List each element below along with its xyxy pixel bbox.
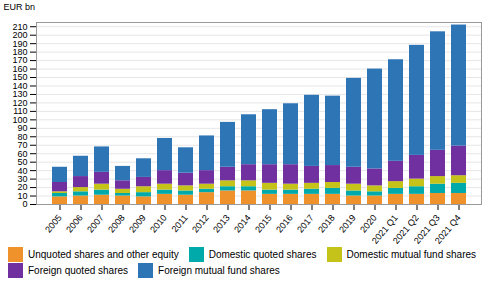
svg-text:10: 10 [17,190,28,201]
svg-text:2021 Q3: 2021 Q3 [411,212,442,246]
html-text:Domestic mutual fund shares: Domestic mutual fund shares [346,248,476,260]
html-text:Foreign quoted shares: Foreign quoted shares [28,265,129,277]
svg-text:200: 200 [12,30,28,41]
svg-text:2016: 2016 [274,213,295,235]
svg-text:150: 150 [12,72,28,83]
svg-text:2021 Q4: 2021 Q4 [433,213,463,246]
svg-text:60: 60 [17,148,28,159]
svg-text:80: 80 [17,131,28,142]
svg-text:50: 50 [17,157,28,168]
svg-text:2012: 2012 [190,213,211,235]
svg-text:140: 140 [12,80,28,91]
svg-text:2015: 2015 [253,213,274,235]
svg-text:2011: 2011 [170,213,190,234]
svg-text:20: 20 [17,182,28,193]
svg-text:2005: 2005 [43,213,64,235]
svg-text:2009: 2009 [127,213,148,235]
svg-text:30: 30 [17,174,28,184]
svg-text:2021 Q1: 2021 Q1 [369,212,400,246]
svg-text:120: 120 [12,97,28,108]
svg-text:2019: 2019 [337,213,358,235]
svg-text:160: 160 [12,63,28,74]
svg-text:210: 210 [12,22,27,32]
svg-text:2017: 2017 [295,213,316,235]
svg-text:90: 90 [17,123,28,134]
html-text:Foreign mutual fund shares: Foreign mutual fund shares [158,265,280,277]
html-text:Domestic quoted shares: Domestic quoted shares [208,248,317,260]
svg-text:2006: 2006 [64,213,85,235]
svg-text:180: 180 [12,47,28,57]
svg-text:2007: 2007 [85,213,106,235]
svg-text:2008: 2008 [106,213,127,235]
svg-text:2010: 2010 [148,213,169,235]
svg-text:2014: 2014 [232,213,253,235]
svg-text:130: 130 [12,89,28,100]
svg-text:2020: 2020 [358,212,379,235]
svg-text:2018: 2018 [316,213,337,235]
svg-text:40: 40 [17,165,28,176]
svg-text:170: 170 [12,55,28,66]
svg-text:190: 190 [12,38,28,49]
svg-text:0: 0 [22,199,28,210]
svg-text:100: 100 [12,114,28,125]
svg-text:110: 110 [13,106,28,117]
svg-text:EUR bn: EUR bn [4,2,36,12]
svg-text:2021 Q2: 2021 Q2 [390,212,421,246]
html-text:Unquoted shares and other equi: Unquoted shares and other equity [28,248,179,260]
svg-text:70: 70 [17,140,28,151]
svg-text:2013: 2013 [211,213,232,235]
